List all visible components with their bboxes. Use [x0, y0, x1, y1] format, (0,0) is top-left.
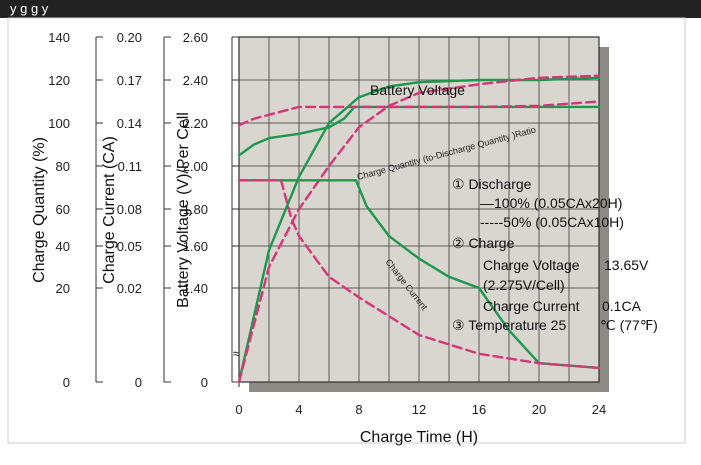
legend-text: ℃ (77℉) [600, 317, 658, 333]
y-tick-label: 2.60 [183, 30, 208, 45]
y-tick-label: 0 [135, 375, 142, 390]
y-tick-label: 0.08 [117, 202, 142, 217]
legend-text: 13.65V [604, 257, 649, 273]
series-line [237, 179, 601, 370]
y-tick-label: 80 [56, 159, 70, 174]
x-tick-label: 16 [472, 402, 486, 417]
x-tick-label: 24 [592, 402, 606, 417]
y-tick-label: 0.02 [117, 281, 142, 296]
legend-text: ② Charge [452, 235, 515, 251]
y-tick-label: 120 [48, 73, 70, 88]
y-tick-label: 1.60 [183, 239, 208, 254]
legend-text: ③ Temperature 25 [452, 317, 566, 333]
y-tick-label: 0.05 [117, 239, 142, 254]
y-axis-label: Charge Quantity (%) [31, 137, 48, 283]
y-tick-label: 1.80 [183, 202, 208, 217]
label-battery-voltage: Battery Voltage [370, 82, 465, 98]
legend-text: Charge Voltage [483, 257, 580, 273]
y-axis-label: Battery Voltage (V)/Per Cell [175, 112, 192, 308]
series-line [237, 179, 601, 370]
y-tick-label: 0 [63, 375, 70, 390]
legend-text: —100% (0.05CAx20H) [480, 195, 622, 211]
y-tick-label: 2.20 [183, 116, 208, 131]
legend-text: (2.275V/Cell) [483, 277, 565, 293]
legend-text: 0.1CA [602, 298, 642, 314]
y-tick-label: 2.40 [183, 73, 208, 88]
series-line [237, 74, 601, 384]
x-axis-label: Charge Time (H) [360, 429, 478, 446]
x-tick-label: 4 [295, 402, 302, 417]
series-line [237, 76, 601, 384]
x-tick-label: 12 [412, 402, 426, 417]
y-axis-label: Charge Current (CA) [101, 136, 118, 284]
x-tick-label: 8 [355, 402, 362, 417]
top-banner [0, 0, 701, 18]
y-tick-label: 2.00 [183, 159, 208, 174]
y-tick-label: 140 [48, 30, 70, 45]
plot-layer [238, 36, 609, 392]
legend-text: ① Discharge [452, 176, 532, 192]
y-tick-label: 0.17 [117, 73, 142, 88]
axis-break-marker: ≈ [233, 346, 240, 361]
series-layer [237, 74, 601, 384]
y-tick-label: 1.40 [183, 281, 208, 296]
y-tick-label: 60 [56, 202, 70, 217]
y-tick-label: 20 [56, 281, 70, 296]
top-banner-title-fragment: y g g y [10, 1, 49, 16]
axes-layer: 0 4 8 12 16 20 24 Charge Time (H) 140 120 100 80 60 4… [31, 30, 606, 446]
y-tick-label: 0.20 [117, 30, 142, 45]
x-tick-label: 20 [532, 402, 546, 417]
legend-text: -----50% (0.05CAx10H) [480, 214, 624, 230]
y-tick-label: 40 [56, 239, 70, 254]
x-tick-label: 0 [235, 402, 242, 417]
y-tick-label: 100 [48, 116, 70, 131]
y-tick-label: 0 [201, 375, 208, 390]
y-tick-label: 0.14 [117, 116, 142, 131]
y-tick-label: 0.11 [118, 159, 142, 174]
legend-text: Charge Current [483, 298, 580, 314]
